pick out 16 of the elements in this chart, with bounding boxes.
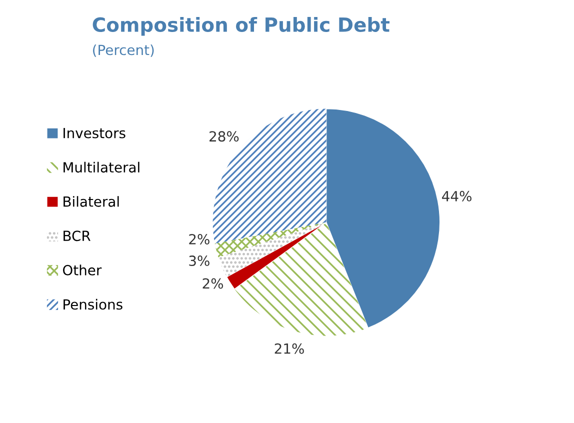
data-label: 44% xyxy=(442,190,472,202)
pie-slice xyxy=(214,222,326,258)
data-label: 28% xyxy=(210,131,239,142)
legend-label: Investors xyxy=(64,128,126,138)
legend-label: Bilateral xyxy=(64,196,119,207)
pie-slice xyxy=(234,222,368,336)
legend-label: Pensions xyxy=(64,298,122,310)
data-label: 2% xyxy=(189,234,210,244)
data-label: 21% xyxy=(274,343,304,354)
chart-title: Composition of Public Debt xyxy=(92,16,390,36)
legend-label: BCR xyxy=(64,230,90,242)
data-label: 2% xyxy=(202,278,224,289)
chart-subtitle: (Percent) xyxy=(93,44,154,57)
legend-label: Multilateral xyxy=(64,162,140,173)
legend-label: Other xyxy=(62,264,102,276)
data-label: 3% xyxy=(189,256,210,266)
